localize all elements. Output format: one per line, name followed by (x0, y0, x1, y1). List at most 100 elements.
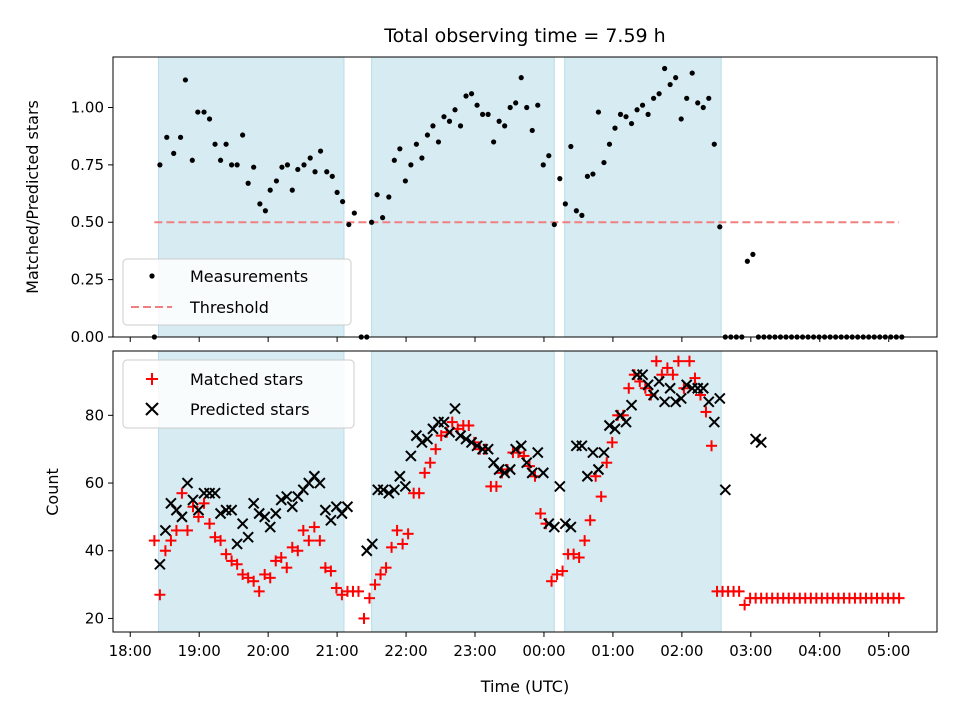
matched-star-point (397, 538, 409, 550)
bottom-legend-box (122, 359, 355, 429)
predicted-star-point (394, 470, 406, 482)
x-stroke (653, 375, 665, 388)
matched-star-point (319, 562, 331, 574)
x-stroke (587, 446, 599, 459)
x-stroke (504, 463, 516, 476)
measurement-point (695, 100, 701, 106)
measurement-point (650, 95, 657, 101)
x-stroke (708, 416, 720, 428)
matched-star-point (667, 369, 679, 381)
x-stroke (214, 507, 227, 520)
predicted-star-point (576, 440, 588, 452)
measurement-point (419, 155, 425, 161)
x-stroke (399, 480, 412, 493)
matched-star-point (369, 579, 381, 591)
predicted-star-point (658, 396, 671, 408)
matched-star-point (402, 528, 414, 540)
measurement-point (744, 258, 750, 264)
bottom-plot-frame (112, 350, 938, 633)
legend-measurements-label: Measurements (190, 267, 308, 286)
observing-window-band (564, 56, 722, 338)
matched-star-point (314, 535, 326, 547)
x-stroke (543, 517, 555, 530)
matched-star-point (209, 531, 221, 543)
predicted-star-point (154, 558, 166, 570)
x-stroke (548, 521, 561, 533)
predicted-star-point (443, 426, 456, 438)
x-stroke (465, 436, 478, 449)
x-stroke (209, 487, 221, 499)
predicted-star-point (653, 375, 665, 388)
measurement-point (289, 187, 295, 193)
measurement-point (182, 77, 189, 83)
matched-star-point (275, 552, 287, 564)
matched-star-point (579, 535, 591, 547)
predicted-star-point (405, 450, 417, 462)
predicted-star-point (247, 497, 260, 510)
x-stroke (625, 399, 638, 411)
measurement-point (628, 120, 635, 127)
matched-star-point (623, 382, 635, 394)
y-tick-label: 0.25 (71, 271, 104, 289)
legend-measurements-marker (149, 273, 155, 279)
predicted-star-point (554, 480, 566, 493)
measurement-point (441, 114, 447, 120)
x-stroke (443, 426, 456, 438)
x-stroke (487, 457, 500, 469)
measurement-point (573, 208, 579, 214)
x-tick-label: 04:00 (798, 642, 841, 660)
predicted-star-point (416, 436, 428, 449)
predicted-star-point (515, 440, 527, 452)
matched-star-point (193, 511, 205, 523)
measurement-point (307, 155, 313, 161)
x-stroke (192, 504, 205, 516)
matched-star-point (601, 457, 613, 469)
predicted-star-point (236, 517, 249, 530)
x-stroke (658, 396, 671, 408)
predicted-star-point (675, 392, 687, 405)
predicted-star-point (598, 446, 610, 459)
x-stroke (576, 440, 588, 452)
matched-star-point (463, 419, 475, 431)
measurement-point (408, 162, 414, 168)
matched-star-point (650, 355, 662, 367)
measurement-point (700, 104, 706, 111)
measurement-point (717, 224, 723, 230)
measurement-point (240, 132, 246, 138)
matched-star-point (375, 568, 387, 580)
measurement-point (507, 104, 513, 111)
x-stroke (714, 392, 726, 405)
measurement-point (340, 198, 346, 205)
measurement-point (513, 100, 519, 106)
measurement-point (189, 157, 195, 163)
measurement-point (351, 210, 357, 216)
predicted-star-point (159, 524, 172, 537)
matched-star-point (661, 362, 673, 374)
x-stroke (410, 429, 423, 442)
observing-window-band (371, 56, 555, 338)
measurement-point (301, 162, 307, 168)
x-stroke (394, 470, 406, 482)
measurement-point (245, 180, 251, 186)
measurement-point (684, 95, 690, 101)
predicted-star-point (620, 416, 632, 428)
y-tick-label: 0.75 (71, 156, 104, 174)
measurement-point (177, 134, 184, 140)
measurement-point (251, 164, 257, 170)
predicted-stars-points (154, 368, 767, 570)
measurement-point (601, 159, 607, 166)
measurement-point (457, 123, 464, 129)
x-stroke (749, 433, 762, 445)
predicted-star-point (192, 504, 205, 516)
matched-star-point (308, 521, 320, 533)
measurement-point (223, 141, 229, 147)
x-stroke (253, 507, 265, 520)
matched-star-point (419, 467, 431, 479)
matched-star-point (358, 612, 370, 624)
predicted-star-point (270, 507, 282, 520)
bottom-x-ticks: 18:00 19:00 20:00 21:00 22:00 23:00 00:00 01:00… (109, 632, 910, 660)
x-stroke (559, 517, 572, 530)
x-stroke (281, 490, 293, 503)
predicted-star-point (465, 436, 478, 449)
x-stroke (388, 484, 401, 496)
